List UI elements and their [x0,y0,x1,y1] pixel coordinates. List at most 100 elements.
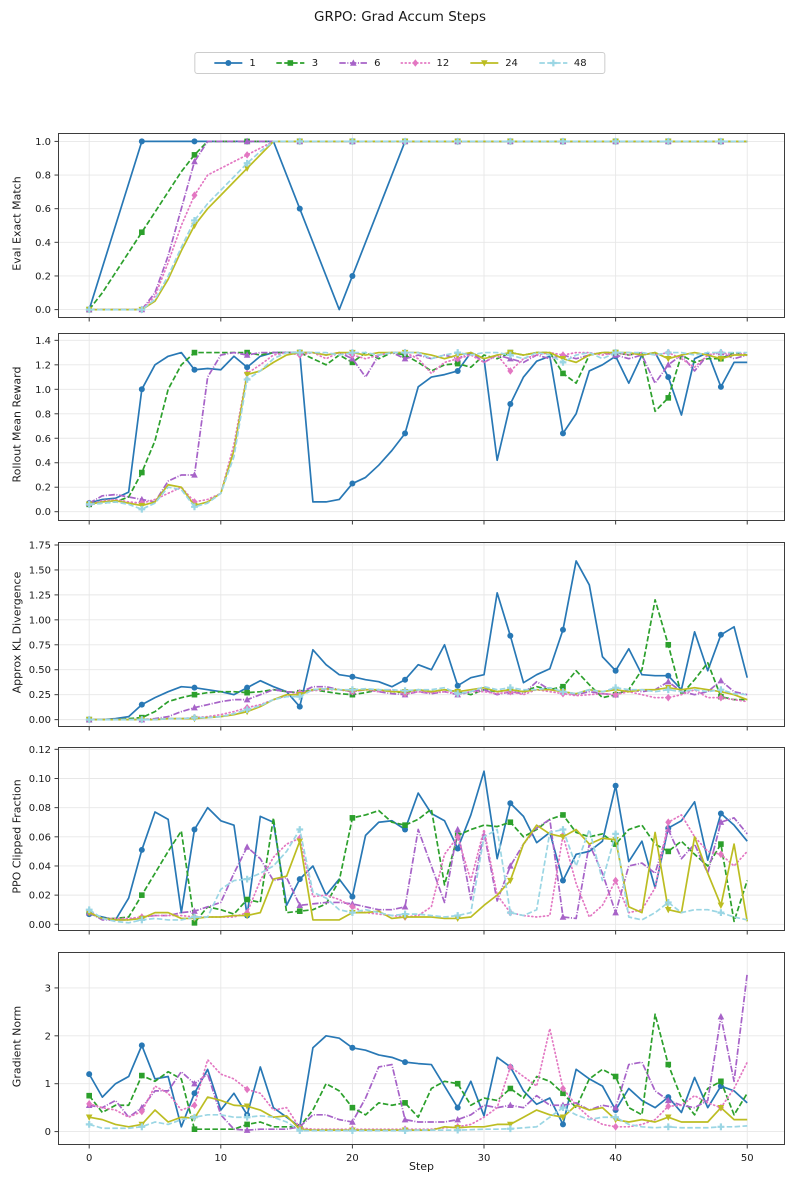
data-point-marker [296,876,303,883]
data-point-marker [349,480,356,487]
data-point-marker [717,138,725,145]
data-point-marker [244,1085,251,1094]
data-point-marker [665,395,672,401]
data-point-marker [664,678,672,685]
data-point-marker [243,165,251,172]
data-point-marker [243,1113,251,1121]
data-point-marker [191,349,198,356]
data-point-marker [717,686,725,694]
legend-label: 1 [249,57,256,69]
y-tick-label: 1.00 [29,615,51,626]
data-point-marker [402,1059,409,1066]
y-tick-label: 0.00 [29,715,51,726]
line-series-12 [88,688,749,721]
data-point-marker [665,1102,672,1111]
data-point-marker [559,430,566,437]
line-series-24 [89,686,748,721]
data-point-marker [191,913,198,921]
line-series-12 [88,140,749,311]
data-point-marker [717,818,725,825]
data-point-marker [243,706,251,714]
data-point-marker [665,672,672,679]
y-tick-label: 1.0 [35,385,51,396]
data-point-marker [717,631,724,638]
data-point-marker [717,810,724,817]
legend-swatch-square-icon [276,60,305,66]
data-point-marker [665,1061,672,1068]
data-point-marker [191,1113,198,1121]
data-point-marker [402,822,408,828]
data-point-marker [191,920,198,926]
data-point-marker [506,909,514,917]
data-point-marker [139,469,145,476]
y-tick-label: 2 [45,1031,51,1042]
line-series-1 [88,351,748,504]
data-point-marker [559,1084,566,1093]
data-point-marker [244,364,251,371]
data-point-marker [506,351,514,359]
data-point-marker [296,901,304,909]
data-point-marker [665,818,672,827]
data-point-marker [664,686,672,694]
data-point-marker [717,356,725,363]
line-series-24 [89,351,748,507]
data-point-marker [349,673,356,680]
data-point-marker [560,1090,566,1097]
data-point-marker [664,899,672,906]
y-tick-label: 3 [45,983,51,994]
data-point-marker [86,1071,93,1078]
data-point-marker [717,677,725,684]
data-point-marker [191,152,198,158]
data-point-marker [138,1123,146,1131]
data-point-marker [665,374,672,381]
data-point-marker [664,361,672,368]
data-point-marker [244,896,250,903]
y-tick-label: 0.0 [35,507,51,518]
data-point-marker [243,371,251,379]
data-point-marker [454,1080,461,1087]
line-series-48 [89,685,748,721]
data-point-marker [191,138,198,145]
y-tick-label: 0.2 [35,483,51,494]
x-axis-label: Step [408,1160,435,1173]
line-series-48 [88,828,748,924]
figure-title: GRPO: Grad Accum Steps [314,9,486,25]
legend-label: 12 [436,57,450,69]
y-tick-label: 0.10 [29,774,51,785]
data-point-marker [612,1113,620,1121]
y-tick-label: 0.0 [35,305,51,316]
data-point-marker [402,676,409,683]
legend-item-48: 48 [528,57,597,69]
data-point-marker [506,684,514,692]
data-point-marker [717,383,724,390]
y-axis-label: Gradient Norm [10,1005,24,1087]
data-point-marker [349,272,356,279]
data-point-marker [401,903,409,910]
data-point-marker [454,354,461,363]
data-point-marker [507,862,514,869]
legend-label: 48 [573,57,587,69]
legend: 1 3 6 12 24 48 [194,52,606,74]
data-point-marker [191,691,198,698]
y-tick-label: 0.2 [35,271,51,282]
data-point-marker [85,306,93,313]
data-point-marker [718,1078,724,1085]
line-series-3 [88,1013,748,1131]
legend-item-3: 3 [266,57,328,69]
data-point-marker [559,688,567,696]
line-series-3 [89,351,748,506]
data-point-marker [507,400,514,407]
y-tick-label: 0.08 [29,803,51,814]
data-point-marker [507,1085,514,1092]
y-tick-label: 0.12 [29,745,51,756]
y-tick-label: 0.4 [35,458,51,469]
data-point-marker [454,825,461,833]
data-point-marker [717,850,724,859]
legend-swatch-diamond-icon [400,59,431,67]
data-point-marker [507,819,514,826]
line-series-24 [89,140,748,311]
data-point-marker [296,138,304,145]
data-point-marker [243,1126,251,1133]
data-point-marker [191,1101,198,1110]
